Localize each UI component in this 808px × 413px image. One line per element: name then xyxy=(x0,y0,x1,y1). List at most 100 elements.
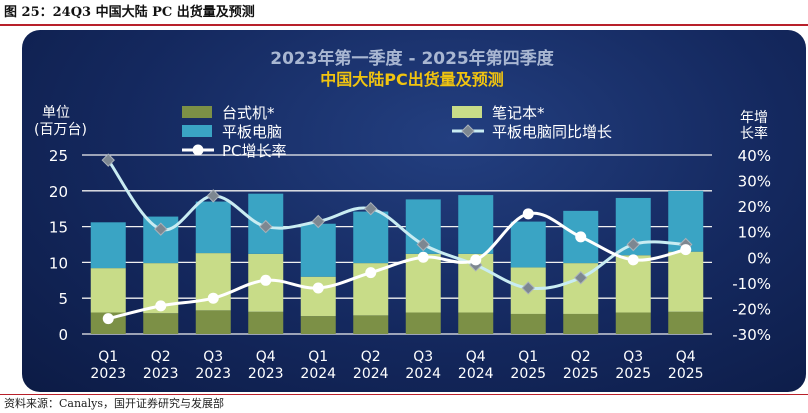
legend-swatch xyxy=(452,106,482,118)
bar xyxy=(90,222,126,269)
y-tick-left: 25 xyxy=(49,147,68,165)
y-axis-title-left: (百万台) xyxy=(34,122,87,138)
y-axis-title-right: 长率 xyxy=(740,125,768,142)
bar xyxy=(248,311,284,334)
y-tick-right: 10% xyxy=(738,224,771,242)
legend-label: 笔记本* xyxy=(492,104,545,122)
line-point xyxy=(260,274,272,286)
x-tick-quarter: Q1 xyxy=(98,349,118,365)
x-tick-quarter: Q2 xyxy=(571,349,591,365)
line-point xyxy=(207,292,219,304)
x-tick-year: 2023 xyxy=(195,366,231,382)
bar xyxy=(353,211,389,264)
legend-swatch xyxy=(182,106,212,118)
line-point xyxy=(365,267,377,279)
x-tick-year: 2023 xyxy=(90,366,126,382)
pc-shipment-chart: 2023年第一季度 - 2025年第四季度 中国大陆PC出货量及预测 0 5 10 1… xyxy=(34,48,771,382)
bar xyxy=(300,316,336,334)
x-tick-quarter: Q4 xyxy=(256,349,276,365)
line-point xyxy=(575,231,587,243)
bar xyxy=(458,312,494,334)
bar xyxy=(353,315,389,334)
legend-swatch xyxy=(182,125,212,137)
legend-swatch xyxy=(461,124,475,138)
legend-label: 平板电脑 xyxy=(222,123,282,141)
x-tick-quarter: Q3 xyxy=(203,349,223,365)
x-tick-quarter: Q3 xyxy=(623,349,643,365)
series-line xyxy=(107,159,686,291)
x-tick-quarter: Q2 xyxy=(151,349,171,365)
y-axis-title-left: 单位 xyxy=(42,105,70,121)
y-tick-left: 0 xyxy=(58,326,68,344)
x-tick-year: 2024 xyxy=(405,366,441,382)
bar xyxy=(510,313,546,334)
y-tick-right: -30% xyxy=(732,326,771,344)
bar xyxy=(195,201,231,254)
y-tick-right: 20% xyxy=(738,198,771,216)
source-rule xyxy=(0,394,808,395)
x-tick-year: 2025 xyxy=(668,366,704,382)
bar xyxy=(668,251,704,312)
legend-label: 台式机* xyxy=(222,104,275,122)
bar xyxy=(405,312,441,334)
line-point xyxy=(102,313,114,325)
line-point xyxy=(627,254,639,266)
x-tick-quarter: Q1 xyxy=(308,349,328,365)
legend-label: 平板电脑同比增长 xyxy=(492,123,612,141)
x-tick-quarter: Q3 xyxy=(413,349,433,365)
line-point xyxy=(521,281,535,295)
source-note: 资料来源：Canalys，国开证券研究与发展部 xyxy=(4,397,224,410)
y-tick-left: 15 xyxy=(49,219,68,237)
line-point xyxy=(574,271,588,285)
chart-title-line1: 2023年第一季度 - 2025年第四季度 xyxy=(270,48,555,69)
bar xyxy=(458,195,494,254)
x-tick-year: 2023 xyxy=(143,366,179,382)
y-tick-right: 40% xyxy=(738,147,771,165)
legend-label: PC增长率 xyxy=(222,142,287,160)
line-point xyxy=(155,300,167,312)
x-tick-year: 2023 xyxy=(248,366,284,382)
bar xyxy=(563,313,599,334)
line-point xyxy=(206,189,220,203)
x-tick-year: 2025 xyxy=(510,366,546,382)
y-tick-right: 0% xyxy=(747,249,771,267)
line-point xyxy=(364,201,378,216)
chart-title-line2: 中国大陆PC出货量及预测 xyxy=(320,70,503,89)
y-tick-left: 5 xyxy=(58,290,68,308)
line-point xyxy=(311,214,325,229)
line-point xyxy=(259,219,273,234)
y-tick-left: 10 xyxy=(49,254,68,272)
y-tick-left: 20 xyxy=(49,183,68,201)
caption-rule xyxy=(0,24,808,26)
line-point xyxy=(154,222,168,236)
line-point xyxy=(312,282,324,294)
line-point xyxy=(416,237,430,252)
bar xyxy=(668,311,704,334)
y-tick-right: -10% xyxy=(732,275,771,293)
x-tick-year: 2025 xyxy=(615,366,651,382)
bar xyxy=(300,223,336,277)
figure-caption: 图 25：24Q3 中国大陆 PC 出货量及预测 xyxy=(4,5,255,20)
x-tick-quarter: Q4 xyxy=(466,349,486,365)
x-tick-year: 2024 xyxy=(300,366,336,382)
line-point xyxy=(522,208,534,220)
x-tick-quarter: Q4 xyxy=(676,349,696,365)
x-tick-quarter: Q2 xyxy=(361,349,381,365)
line-point xyxy=(470,254,482,266)
chart-panel: 2023年第一季度 - 2025年第四季度 中国大陆PC出货量及预测 0 5 10 1… xyxy=(22,30,806,392)
y-tick-right: 30% xyxy=(738,173,771,191)
line-point xyxy=(680,244,692,256)
bar xyxy=(195,310,231,334)
x-tick-year: 2024 xyxy=(458,366,494,382)
line-point xyxy=(626,237,640,252)
bar xyxy=(90,268,126,313)
bar xyxy=(405,253,441,313)
line-point xyxy=(101,153,115,167)
legend-swatch xyxy=(192,144,204,156)
x-tick-quarter: Q1 xyxy=(518,349,538,365)
x-tick-year: 2025 xyxy=(563,366,599,382)
bar xyxy=(615,312,651,334)
y-tick-right: -20% xyxy=(732,300,771,318)
y-axis-title-right: 年增 xyxy=(740,110,768,126)
bar xyxy=(143,313,179,334)
